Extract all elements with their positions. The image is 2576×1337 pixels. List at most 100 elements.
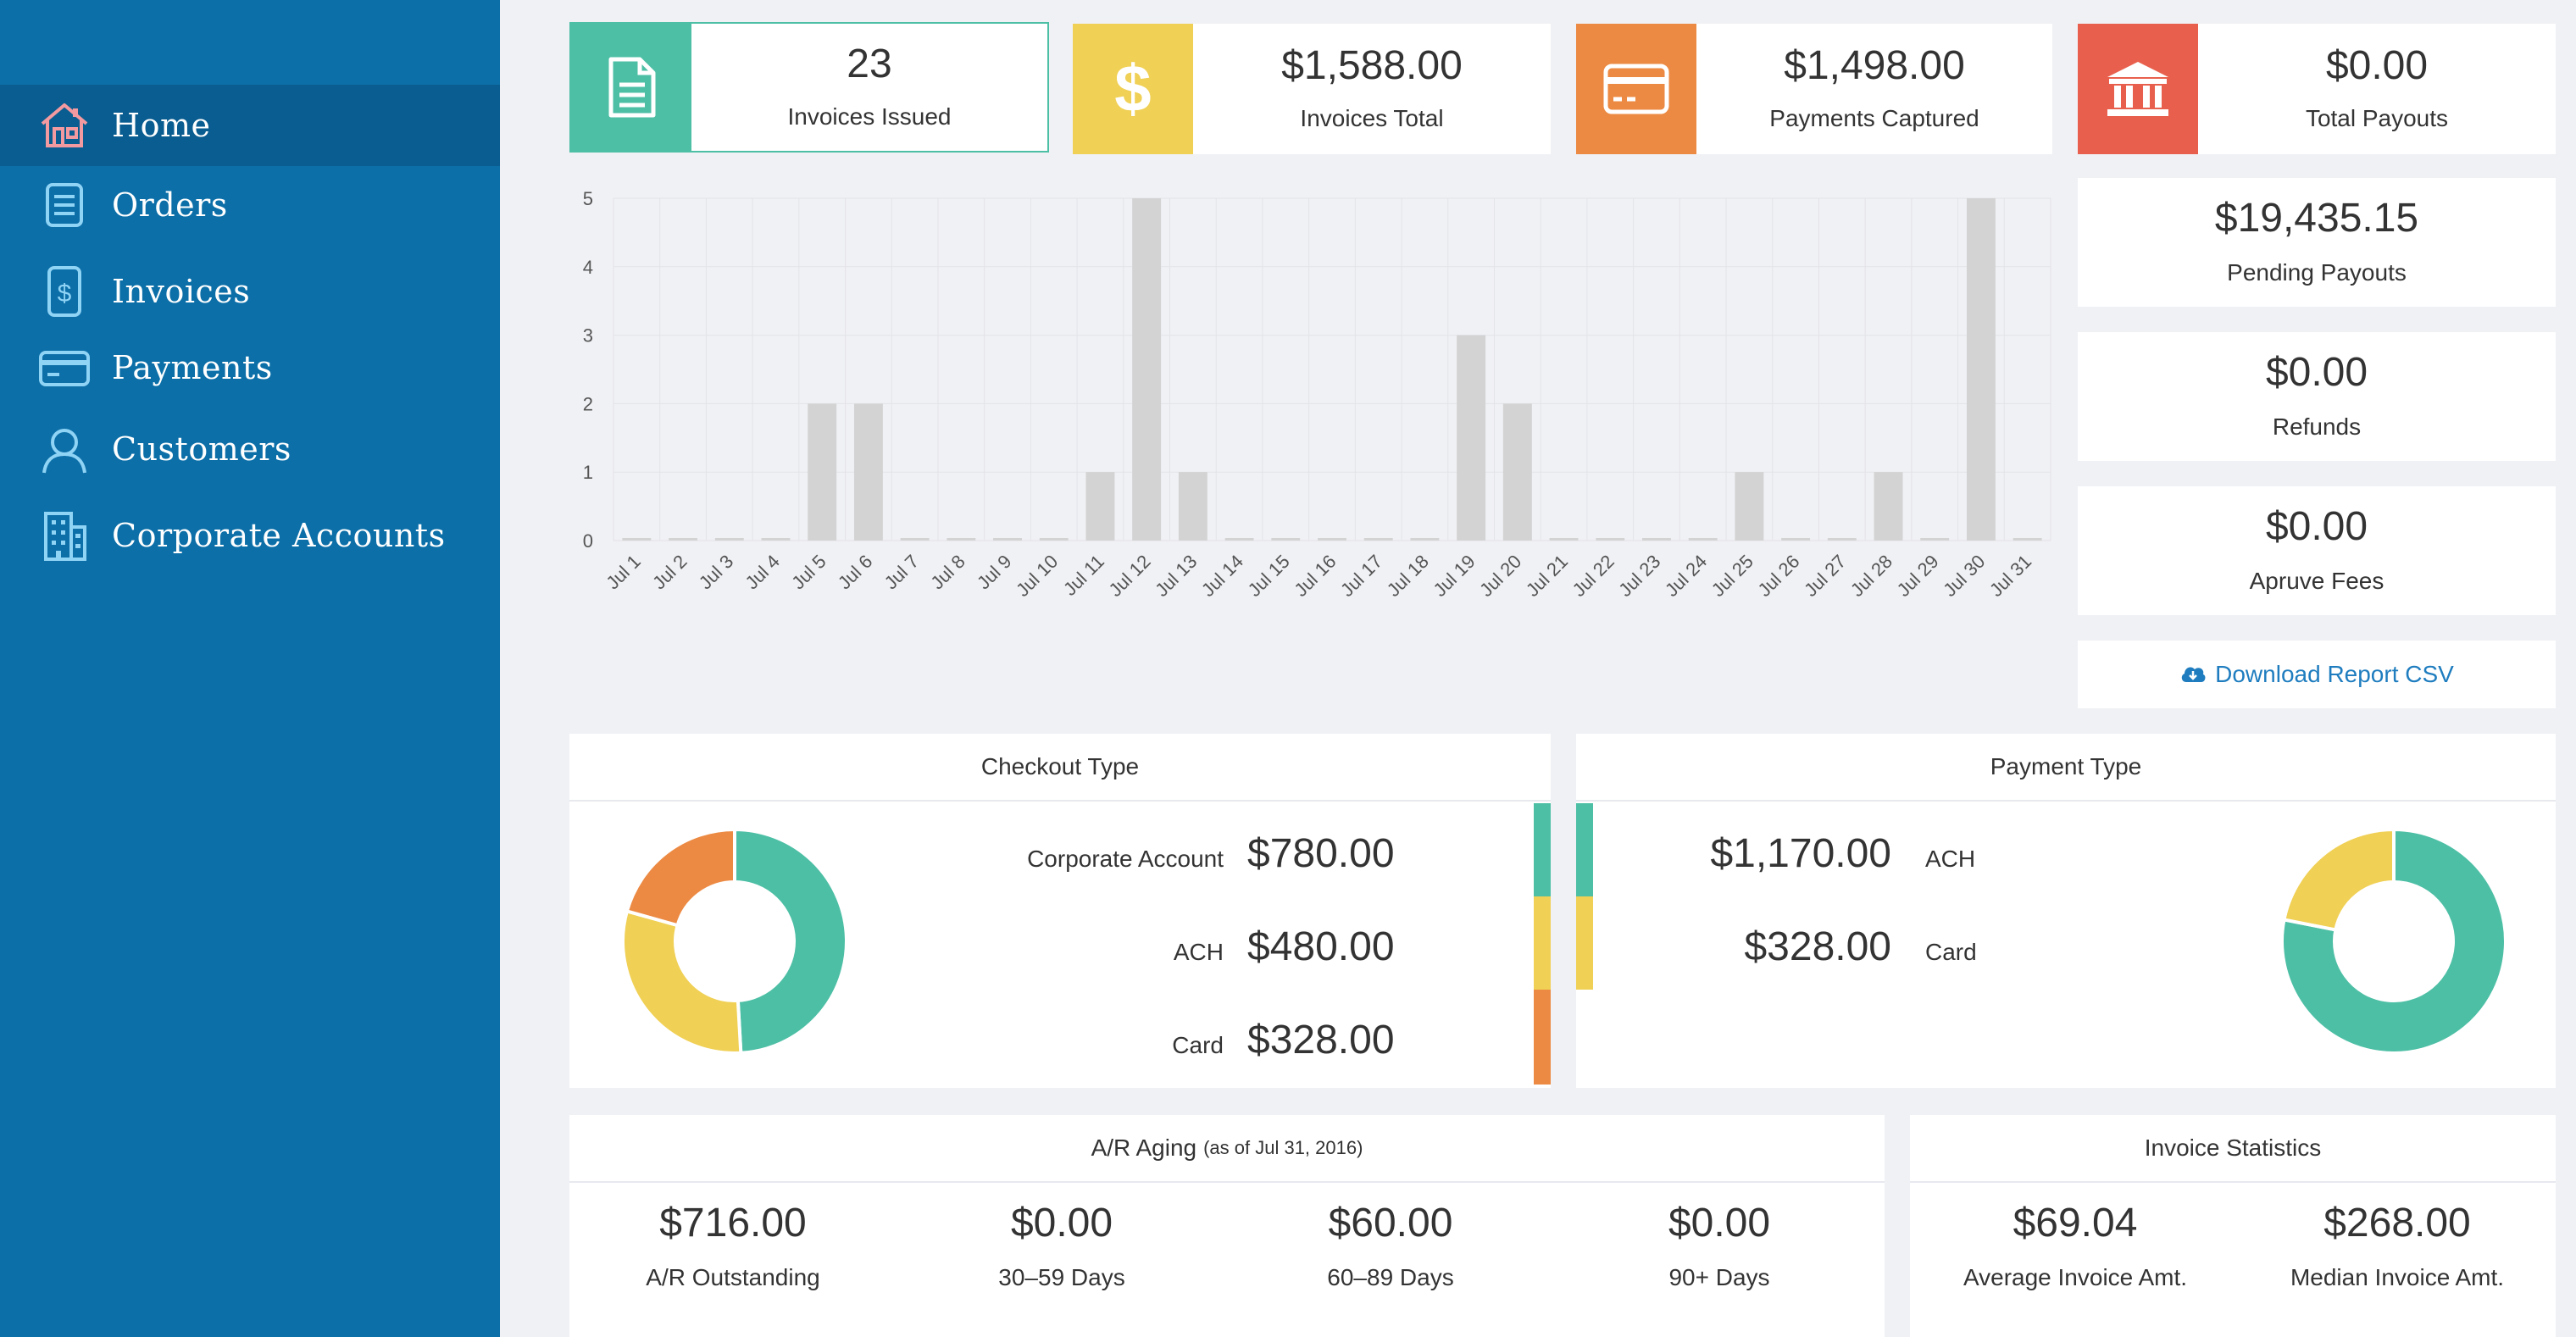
bar: [1039, 538, 1069, 541]
invoice-statistics-panel: Invoice Statistics $69.04 Average Invoic…: [1910, 1115, 2556, 1337]
x-tick-label: Jul 23: [1614, 551, 1664, 601]
x-tick-label: Jul 6: [834, 551, 877, 594]
bar: [1827, 538, 1857, 541]
cloud-download-icon: [2179, 663, 2207, 685]
checkout-color-bar-ach: [1534, 896, 1551, 990]
orders-icon: [37, 178, 92, 232]
home-icon: [37, 98, 92, 153]
dollar-icon: $: [1073, 24, 1193, 154]
bar: [714, 538, 744, 541]
x-tick-label: Jul 14: [1197, 551, 1247, 601]
stat-label: Apruve Fees: [2249, 568, 2384, 594]
metric-value: $69.04: [2012, 1201, 2138, 1245]
sidebar-item-orders[interactable]: Orders: [0, 164, 500, 246]
x-tick-label: Jul 5: [787, 551, 830, 594]
bar: [761, 538, 791, 541]
sidebar-item-customers[interactable]: Customers: [0, 408, 500, 490]
x-tick-label: Jul 27: [1800, 551, 1850, 601]
svg-text:$: $: [1114, 55, 1151, 123]
sidebar-item-payments[interactable]: Payments: [0, 327, 500, 408]
x-tick-label: Jul 18: [1383, 551, 1433, 601]
median-invoice-metric: $268.00 Median Invoice Amt.: [2249, 1203, 2545, 1291]
bar: [1363, 538, 1393, 541]
payment-row-label: Card: [1925, 939, 1977, 965]
aging-60-89-metric: $60.00 60–89 Days: [1251, 1203, 1530, 1291]
bar: [1549, 538, 1579, 541]
sidebar-item-label: Orders: [112, 186, 228, 224]
sidebar-item-label: Corporate Accounts: [112, 517, 446, 554]
metric-value: $60.00: [1328, 1201, 1453, 1245]
stat-card-payments-captured[interactable]: $1,498.00 Payments Captured: [1576, 24, 2052, 154]
pending-payouts-card: $19,435.15 Pending Payouts: [2078, 178, 2556, 307]
bank-icon: [2078, 24, 2198, 154]
bar: [853, 403, 883, 541]
stat-label: Total Payouts: [2305, 105, 2449, 131]
x-tick-label: Jul 17: [1336, 551, 1386, 601]
x-tick-label: Jul 29: [1893, 551, 1943, 601]
y-tick-label: 4: [583, 257, 593, 278]
donut-slice: [621, 908, 743, 1055]
x-tick-label: Jul 1: [602, 551, 645, 594]
download-report-button[interactable]: Download Report CSV: [2078, 641, 2556, 708]
apruve-fees-card: $0.00 Apruve Fees: [2078, 486, 2556, 615]
x-tick-label: Jul 3: [695, 551, 738, 594]
panel-subtitle: (as of Jul 31, 2016): [1203, 1137, 1363, 1158]
stat-value: $1,498.00: [1784, 43, 1965, 88]
stat-label: Refunds: [2272, 413, 2362, 440]
checkout-row-value: $480.00: [1247, 924, 1395, 969]
stat-card-total-payouts[interactable]: $0.00 Total Payouts: [2078, 24, 2556, 154]
panel-title: Payment Type: [1576, 734, 2556, 802]
user-icon: [37, 422, 92, 476]
x-tick-label: Jul 4: [741, 551, 784, 594]
bar: [1735, 472, 1764, 541]
metric-label: 60–89 Days: [1327, 1264, 1454, 1290]
stat-value: $1,588.00: [1281, 43, 1463, 88]
bar: [1085, 472, 1115, 541]
x-tick-label: Jul 26: [1753, 551, 1803, 601]
payment-row-value: $1,170.00: [1710, 831, 1891, 876]
sidebar-item-invoices[interactable]: $ Invoices: [0, 251, 500, 332]
stat-value: $0.00: [2265, 350, 2368, 395]
y-tick-label: 1: [583, 462, 593, 483]
bar: [1502, 403, 1532, 541]
bar: [1642, 538, 1671, 541]
metric-value: $716.00: [659, 1201, 807, 1245]
x-tick-label: Jul 8: [926, 551, 969, 594]
checkout-color-bar-card: [1534, 990, 1551, 1085]
x-tick-label: Jul 15: [1244, 551, 1294, 601]
stat-value: $0.00: [2325, 43, 2429, 88]
donut-slice: [2280, 827, 2507, 1055]
invoice-icon: $: [37, 264, 92, 319]
x-tick-label: Jul 11: [1059, 551, 1108, 600]
donut-slice: [2282, 827, 2396, 932]
donut-slice: [733, 827, 849, 1055]
stat-label: Pending Payouts: [2227, 259, 2407, 286]
payment-type-panel: Payment Type $1,170.00 ACH $328.00 Card: [1576, 734, 2556, 1088]
aging-90-plus-metric: $0.00 90+ Days: [1579, 1203, 1859, 1291]
x-tick-label: Jul 12: [1104, 551, 1154, 601]
stat-card-invoices-issued[interactable]: 23 Invoices Issued: [569, 22, 1049, 153]
y-tick-label: 5: [583, 188, 593, 209]
checkout-row-label: ACH: [1173, 939, 1224, 965]
bar: [1966, 198, 1996, 541]
metric-value: $268.00: [2323, 1201, 2471, 1245]
payment-color-bar-ach: [1576, 803, 1593, 896]
sidebar-item-corporate-accounts[interactable]: Corporate Accounts: [0, 495, 500, 576]
stat-label: Payments Captured: [1769, 105, 1979, 131]
checkout-type-panel: Checkout Type Corporate Account $780.00 …: [569, 734, 1551, 1088]
bar: [622, 538, 652, 541]
stat-card-invoices-total[interactable]: $ $1,588.00 Invoices Total: [1073, 24, 1551, 154]
bar: [1132, 198, 1162, 541]
ar-aging-panel: A/R Aging (as of Jul 31, 2016) $716.00 A…: [569, 1115, 1885, 1337]
sidebar-item-home[interactable]: Home: [0, 85, 500, 166]
checkout-donut-chart: [621, 827, 849, 1055]
bar: [1781, 538, 1811, 541]
document-icon: [571, 24, 691, 151]
metric-label: A/R Outstanding: [646, 1264, 820, 1290]
checkout-row-value: $780.00: [1247, 831, 1395, 876]
sidebar-item-label: Customers: [112, 430, 291, 468]
sidebar-item-label: Home: [112, 107, 211, 144]
y-tick-label: 3: [583, 325, 593, 347]
checkout-row-label: Card: [1172, 1032, 1224, 1058]
